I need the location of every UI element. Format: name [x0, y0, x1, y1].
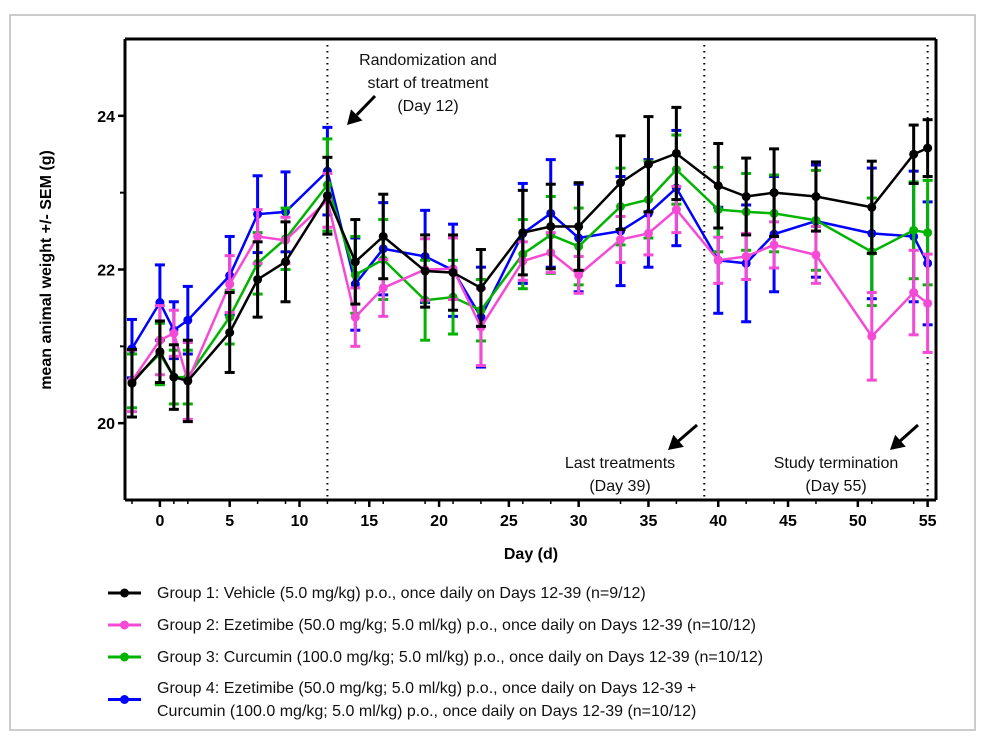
annotation-text: (Day 12): [397, 98, 458, 115]
legend-marker-icon: [120, 620, 129, 630]
y-tick-label: 24: [97, 109, 115, 126]
x-tick-label: 50: [849, 513, 867, 530]
data-point: [574, 270, 584, 280]
arrowhead-icon: [890, 434, 906, 450]
legend-entry-text: Group 3: Curcumin (100.0 mg/kg; 5.0 ml/k…: [157, 649, 763, 666]
data-point: [616, 178, 626, 188]
x-tick-label: 10: [291, 513, 309, 530]
data-point: [253, 274, 263, 284]
data-point: [643, 228, 653, 238]
data-point: [420, 266, 430, 276]
data-point: [769, 188, 779, 198]
x-tick-label: 20: [430, 513, 448, 530]
data-point: [183, 315, 193, 325]
data-point: [476, 283, 486, 293]
data-point: [169, 328, 179, 338]
data-point: [616, 235, 626, 245]
annotation-text: Randomization and: [359, 52, 497, 69]
legend-entry-text: Curcumin (100.0 mg/kg; 5.0 ml/kg) p.o., …: [157, 703, 696, 720]
data-point: [281, 257, 291, 267]
legend-entry-text: Group 4: Ezetimibe (50.0 mg/kg; 5.0 ml/k…: [157, 680, 696, 697]
axes: 20 22 24 0 5 10 15 20 25 30 35 40 45 50 55: [97, 37, 938, 530]
data-point: [155, 347, 165, 357]
data-point: [867, 202, 877, 212]
legend-entry-text: Group 1: Vehicle (5.0 mg/kg) p.o., once …: [157, 585, 646, 602]
series-layer: [126, 105, 933, 424]
data-point: [741, 251, 751, 261]
annotation-text: start of treatment: [368, 75, 489, 92]
data-point: [253, 231, 263, 241]
data-point: [127, 378, 137, 388]
series-group-3: [126, 105, 933, 424]
x-tick-label: 5: [225, 513, 234, 530]
data-point: [909, 149, 919, 159]
series-line: [131, 167, 928, 382]
data-point: [350, 257, 360, 267]
y-axis-label: mean animal weight +/- SEM (g): [38, 150, 55, 390]
data-point: [183, 376, 193, 386]
legend-marker-icon: [120, 695, 129, 704]
x-axis-label: Day (d): [504, 546, 558, 563]
x-tick-label: 40: [709, 513, 727, 530]
arrowhead-icon: [668, 434, 684, 450]
data-point: [378, 231, 388, 241]
data-point: [769, 240, 779, 250]
reference-lines: Randomization and start of treatment (Day …: [326, 39, 929, 500]
legend-marker-icon: [120, 588, 129, 598]
data-point: [741, 192, 751, 202]
y-tick-label: 20: [97, 416, 115, 433]
data-point: [671, 205, 681, 215]
x-tick-label: 35: [640, 513, 658, 530]
series-line: [131, 146, 929, 385]
data-point: [546, 221, 556, 231]
data-point: [923, 228, 933, 238]
data-point: [909, 288, 919, 298]
data-point: [350, 312, 360, 322]
data-point: [867, 331, 877, 341]
series-line: [130, 197, 929, 385]
arrow-icon: [898, 423, 919, 443]
data-point: [169, 372, 179, 382]
data-point: [909, 225, 919, 235]
legend: Group 1: Vehicle (5.0 mg/kg) p.o., once …: [108, 585, 763, 720]
arrow-icon: [355, 94, 377, 116]
legend-entry-text: Group 2: Ezetimibe (50.0 mg/kg; 5.0 ml/k…: [157, 617, 756, 634]
arrow-icon: [677, 423, 698, 443]
legend-marker-icon: [120, 652, 129, 662]
x-tick-label: 15: [360, 513, 378, 530]
data-point: [322, 191, 332, 201]
data-point: [225, 279, 235, 289]
data-point: [923, 298, 933, 308]
data-point: [378, 283, 388, 293]
annotation-text: Study termination: [774, 455, 899, 472]
data-point: [811, 250, 821, 260]
data-point: [713, 181, 723, 191]
data-point: [643, 159, 653, 169]
data-point: [923, 143, 933, 153]
data-point: [713, 255, 723, 265]
y-tick-label: 22: [97, 263, 115, 280]
annotation-text: (Day 39): [589, 478, 650, 495]
data-point: [811, 192, 821, 202]
annotation-text: (Day 55): [805, 478, 866, 495]
data-point: [225, 328, 235, 338]
series-line: [130, 168, 929, 350]
data-point: [574, 221, 584, 231]
arrowhead-icon: [347, 109, 363, 125]
x-tick-label: 25: [500, 513, 518, 530]
annotation-text: Last treatments: [565, 455, 675, 472]
x-tick-label: 55: [919, 513, 937, 530]
x-tick-label: 30: [570, 513, 588, 530]
data-point: [448, 268, 458, 278]
x-tick-label: 0: [155, 513, 164, 530]
x-tick-label: 45: [779, 513, 797, 530]
data-point: [671, 148, 681, 158]
data-point: [518, 228, 528, 238]
